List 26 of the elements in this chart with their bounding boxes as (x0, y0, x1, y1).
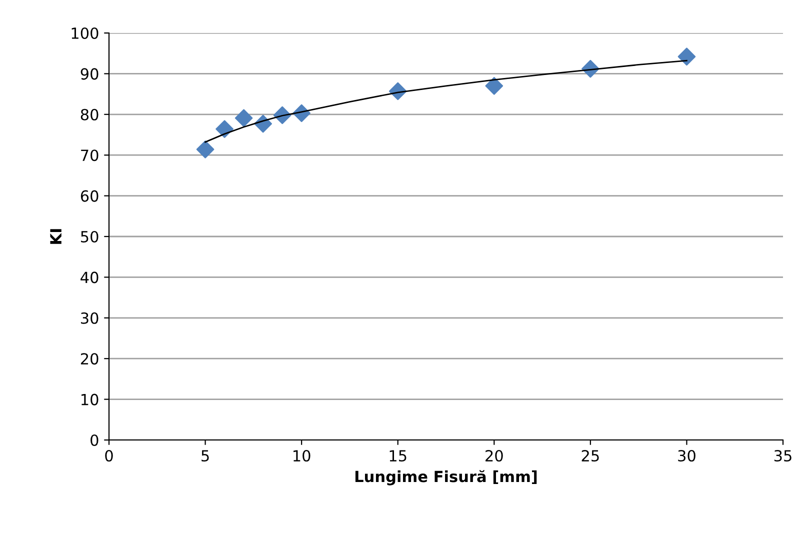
y-tick-label: 70 (81, 150, 98, 162)
y-tick-label: 50 (81, 230, 98, 243)
x-tick-label: 10 (294, 450, 310, 462)
point (196, 140, 214, 158)
x-tick-label: 5 (202, 450, 209, 462)
y-tick-label: 20 (80, 353, 98, 365)
point (216, 120, 234, 138)
y-tick-label: 100 (72, 27, 98, 40)
y-tick-label: 0 (90, 434, 98, 446)
x-tick-label: 15 (390, 450, 406, 462)
y-tick-label: 30 (81, 312, 98, 324)
x-tick-label: 0 (105, 450, 113, 462)
y-tick-label: 90 (80, 68, 98, 80)
y-tick-label: 10 (82, 394, 98, 406)
y-tick-label: 40 (80, 272, 98, 284)
x-tick-label: 20 (486, 450, 503, 462)
point (234, 109, 253, 127)
x-tick-label: 25 (582, 450, 599, 462)
x-tick-label: 35 (774, 450, 792, 462)
point (485, 77, 504, 95)
y-tick-label: 60 (80, 190, 98, 202)
point (678, 48, 696, 66)
y-axis-title: KI (50, 229, 62, 244)
x-tick-label: 30 (678, 450, 696, 462)
x-axis-title: Lungime Fisură [mm] (355, 470, 537, 486)
y-tick-label: 80 (80, 108, 98, 120)
